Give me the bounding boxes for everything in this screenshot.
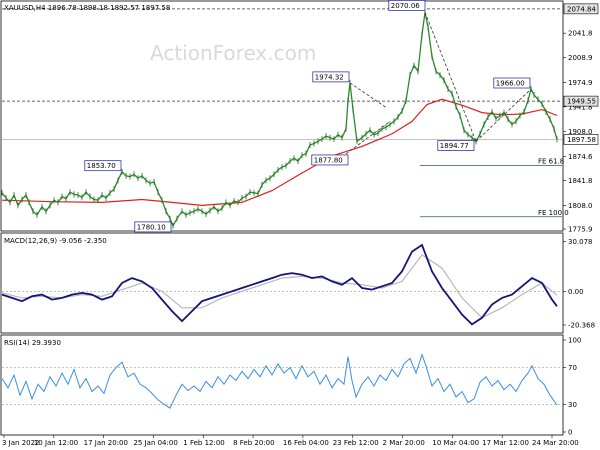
price-annotation-box <box>134 221 172 233</box>
price-y-tick-label: 1941.8 <box>568 103 593 111</box>
x-tick-label: 25 Jan 04:00 <box>133 439 177 447</box>
price-annotation-label: 1966.00 <box>496 80 525 88</box>
price-annotation-box <box>311 154 349 166</box>
price-line <box>1 12 558 228</box>
price-header: XAUUSD,H4 1896.78 1898.18 1892.57 1897.5… <box>4 4 170 12</box>
price-level-marker <box>563 95 599 107</box>
price-annotation-label: 2070.06 <box>391 2 420 10</box>
price-level-marker <box>563 3 599 15</box>
x-tick-label: 17 Mar 12:00 <box>482 439 529 447</box>
macd-y-tick-label: -20.368 <box>568 321 595 329</box>
x-tick-label: 24 Mar 20:00 <box>532 439 579 447</box>
price-y-tick-label: 1808.0 <box>568 202 593 210</box>
price-pane-frame <box>0 0 564 232</box>
price-y-tick-label: 1974.9 <box>568 79 593 87</box>
macd-series-layer <box>1 243 562 326</box>
rsi-title: RSI(14) 29.3930 <box>4 339 61 347</box>
x-tick-label: 17 Jan 20:00 <box>84 439 128 447</box>
moving-average-line <box>1 98 558 207</box>
fib-level-label: FE 61.8 <box>538 158 564 166</box>
rsi-pane-frame <box>0 334 564 436</box>
axis-layer: 2041.8 2008.9 1974.9 1941.8 1908.0 1874.6 1841… <box>2 3 599 447</box>
trend-line <box>424 12 477 142</box>
macd-pane-frame <box>0 232 564 334</box>
x-tick-label: 10 Mar 04:00 <box>432 439 479 447</box>
macd-y-tick-label: 30.078 <box>568 238 593 246</box>
macd-title: MACD(12,26,9) -9.056 -2.350 <box>4 237 107 245</box>
price-annotation-box <box>312 71 350 83</box>
price-annotation-box <box>84 160 122 172</box>
rsi-line <box>1 353 558 409</box>
price-y-tick-label: 1874.6 <box>568 153 593 161</box>
x-tick-label: 10 Jan 12:00 <box>34 439 78 447</box>
x-tick-label: 8 Feb 20:00 <box>233 439 274 447</box>
price-annotation-label: 1780.10 <box>137 223 166 231</box>
macd-line <box>1 243 558 326</box>
price-annotation-label: 1853.70 <box>87 162 116 170</box>
price-y-tick-label: 2041.8 <box>568 30 593 38</box>
macd-y-tick-label: 0.00 <box>568 288 584 296</box>
rsi-series-layer <box>1 353 562 409</box>
price-y-tick-label: 2008.9 <box>568 54 593 62</box>
x-tick-label: 23 Feb 12:00 <box>333 439 379 447</box>
rsi-y-tick-label: 100 <box>568 337 581 345</box>
rsi-y-tick-label: 30 <box>568 401 577 409</box>
price-y-tick-label: 1841.8 <box>568 177 593 185</box>
rsi-y-tick-label: 70 <box>568 364 577 372</box>
trend-line <box>475 88 532 142</box>
trend-line <box>349 82 388 109</box>
price-level-label: 1949.55 <box>567 98 596 106</box>
price-annotation-box <box>437 140 475 151</box>
price-level-label: 1897.58 <box>567 136 596 144</box>
trend-line <box>345 121 391 155</box>
price-static-layer: FE 61.8 FE 100.0 <box>2 8 569 218</box>
price-annotation-box <box>388 0 426 11</box>
price-annotation-label: 1877.80 <box>314 156 343 164</box>
price-y-tick-label: 1775.9 <box>568 226 593 234</box>
price-level-marker <box>563 134 599 145</box>
price-level-label: 2074.84 <box>567 5 596 13</box>
x-tick-label: 2 Mar 20:00 <box>383 439 425 447</box>
fib-level-label: FE 100.0 <box>538 209 569 217</box>
price-annotation-label: 1974.32 <box>315 73 344 81</box>
x-tick-label: 3 Jan 2022 <box>2 439 40 447</box>
watermark: ActionForex.com <box>150 41 316 65</box>
price-annotation-box <box>493 77 531 89</box>
x-tick-label: 1 Feb 12:00 <box>183 439 224 447</box>
rsi-y-tick-label: 0 <box>568 429 572 437</box>
price-annotation-label: 1894.77 <box>440 142 469 150</box>
price-series-layer: 1853.70 1974.32 2070.06 1894.77 1966.00 1780.… <box>1 0 558 233</box>
price-y-tick-label: 1908.0 <box>568 128 593 136</box>
x-tick-label: 16 Feb 04:00 <box>283 439 329 447</box>
